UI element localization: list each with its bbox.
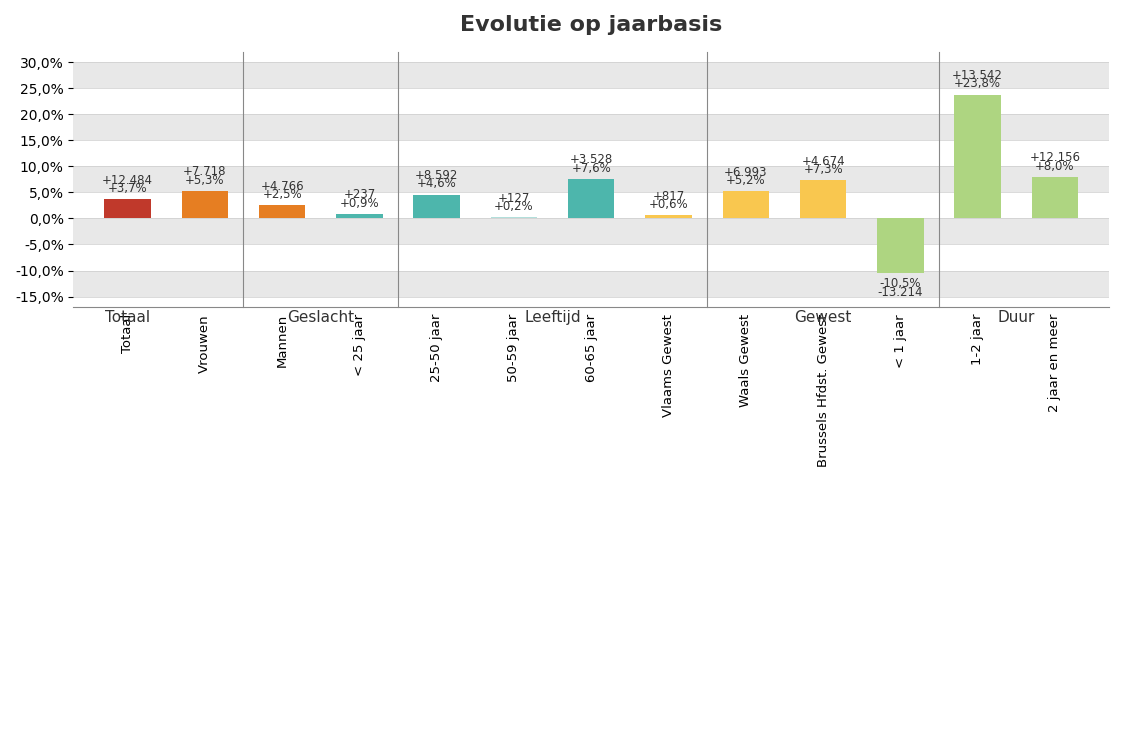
Text: -13.214: -13.214 — [878, 286, 923, 298]
Bar — [259, 206, 306, 218]
Text: +0,9%: +0,9% — [339, 197, 379, 209]
Bar — [73, 62, 1109, 88]
Text: Geslacht: Geslacht — [288, 309, 354, 324]
Bar — [568, 179, 615, 218]
Text: Leeftijd: Leeftijd — [524, 309, 581, 324]
Text: +0,2%: +0,2% — [495, 200, 534, 213]
Text: +5,3%: +5,3% — [185, 174, 225, 187]
Text: Gewest: Gewest — [795, 309, 852, 324]
Text: +6.993: +6.993 — [724, 166, 768, 179]
Bar — [645, 215, 691, 218]
Text: -10,5%: -10,5% — [880, 278, 921, 290]
Bar — [73, 114, 1109, 140]
Text: +8,0%: +8,0% — [1035, 160, 1075, 173]
Text: +7,3%: +7,3% — [804, 163, 843, 177]
Bar — [877, 218, 924, 273]
Text: +0,6%: +0,6% — [649, 198, 688, 211]
Bar — [800, 180, 846, 218]
Text: +2,5%: +2,5% — [262, 188, 302, 201]
Text: Duur: Duur — [998, 309, 1035, 324]
Bar — [336, 214, 382, 218]
Text: +4.766: +4.766 — [261, 180, 303, 193]
Bar — [105, 199, 151, 218]
Text: +4.674: +4.674 — [801, 155, 845, 168]
Text: +237: +237 — [343, 188, 375, 201]
Text: +127: +127 — [498, 192, 531, 205]
Text: +7,6%: +7,6% — [571, 162, 611, 174]
Text: +13.542: +13.542 — [952, 69, 1003, 82]
Text: +7.718: +7.718 — [183, 165, 227, 178]
Bar — [1032, 177, 1078, 218]
Text: +12.156: +12.156 — [1030, 151, 1080, 164]
Text: +3.528: +3.528 — [570, 154, 613, 166]
Bar — [73, 218, 1109, 245]
Title: Evolutie op jaarbasis: Evolutie op jaarbasis — [460, 15, 723, 35]
Text: +817: +817 — [652, 190, 685, 203]
Text: +3,7%: +3,7% — [108, 182, 147, 195]
Text: +5,2%: +5,2% — [726, 174, 765, 187]
Bar — [73, 271, 1109, 297]
Bar — [73, 166, 1109, 192]
Text: +12.484: +12.484 — [102, 174, 153, 187]
Text: +4,6%: +4,6% — [417, 177, 456, 191]
Bar — [723, 191, 769, 218]
Text: +23,8%: +23,8% — [954, 77, 1001, 91]
Text: +8.592: +8.592 — [415, 169, 459, 182]
Bar — [414, 194, 460, 218]
Text: Totaal: Totaal — [105, 309, 151, 324]
Bar — [182, 191, 228, 218]
Bar — [954, 94, 1000, 218]
Bar — [491, 217, 537, 218]
